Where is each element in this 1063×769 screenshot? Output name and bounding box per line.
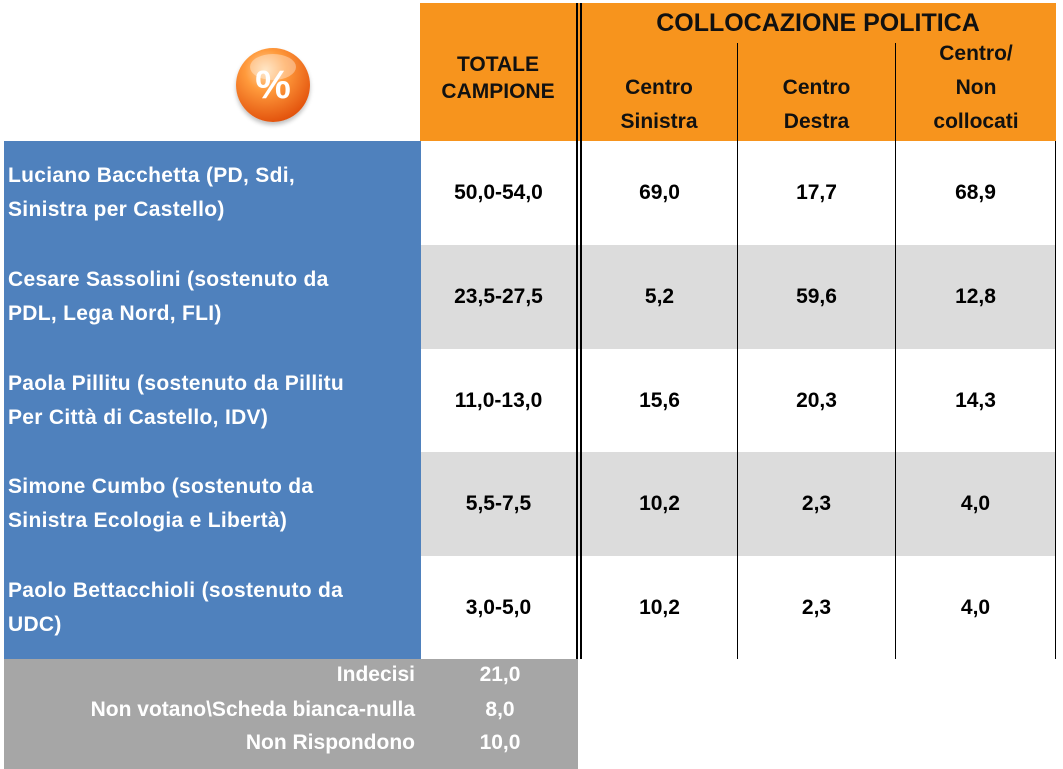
candidate-label-2: Paola Pillitu (sostenuto da Pillitu Per C… <box>8 371 345 429</box>
cell-non-collocati-2: 14,3 <box>955 388 996 412</box>
divider-double-right <box>580 3 582 659</box>
cell-centro-sinistra-2: 15,6 <box>639 388 680 412</box>
cell-centro-sinistra-0: 69,0 <box>639 181 680 204</box>
cell-totale-0: 50,0-54,0 <box>454 181 543 204</box>
row-4-background <box>421 556 1056 659</box>
cell-non-collocati-3: 4,0 <box>960 492 991 515</box>
cell-centro-sinistra-4: 10,2 <box>639 595 680 619</box>
footer-label-non-rispondono: Non Rispondono <box>245 731 415 754</box>
header-col-centro-destra: Centro Destra <box>782 76 851 133</box>
header-totale-line1: TOTALE <box>456 53 540 76</box>
header-totale-campione: TOTALE CAMPIONE <box>420 3 576 141</box>
cell-centro-destra-3: 2,3 <box>801 492 832 515</box>
footer-label-non-votano: Non votano\Scheda bianca-nulla <box>90 698 415 721</box>
header-col-non-collocati: Centro/Non collocati <box>933 42 1019 133</box>
header-col-centro-sinistra: Centro Sinistra <box>620 76 698 133</box>
candidate-label-0: Luciano Bacchetta (PD, Sdi, Sinistra per … <box>8 164 295 221</box>
cell-centro-destra-2: 20,3 <box>796 388 837 412</box>
row-2-background <box>421 349 1056 452</box>
cell-totale-2: 11,0-13,0 <box>454 388 543 412</box>
row-1-background <box>421 245 1056 349</box>
percent-icon: % <box>236 48 310 122</box>
divider-col-3 <box>895 43 896 659</box>
cell-totale-1: 23,5-27,5 <box>454 285 543 308</box>
cell-centro-sinistra-1: 5,2 <box>644 285 675 308</box>
row-0-background <box>421 141 1056 245</box>
row-3-background <box>421 452 1056 556</box>
cell-non-collocati-4: 4,0 <box>960 595 991 619</box>
divider-double-left <box>576 3 578 659</box>
cell-centro-destra-4: 2,3 <box>801 595 832 619</box>
candidate-label-3: Simone Cumbo (sostenuto da Sinistra Ecolo… <box>8 475 314 532</box>
header-blank-area: % <box>0 0 420 140</box>
cell-centro-destra-0: 17,7 <box>796 181 837 204</box>
footer-value-non-rispondono: 10,0 <box>479 731 521 754</box>
footer-background <box>4 659 578 769</box>
footer-value-non-votano: 8,0 <box>485 698 515 721</box>
candidate-label-4: Paolo Bettacchioli (sostenuto da UDC) <box>8 578 344 636</box>
cell-totale-3: 5,5-7,5 <box>465 492 532 515</box>
header-totale-line2: CAMPIONE <box>441 80 555 103</box>
cell-centro-sinistra-3: 10,2 <box>639 492 680 515</box>
cell-centro-destra-1: 59,6 <box>796 285 837 308</box>
footer-label-indecisi: Indecisi <box>336 663 415 686</box>
cell-totale-4: 3,0-5,0 <box>465 595 532 619</box>
candidate-label-1: Cesare Sassolini (sostenuto da PDL, Lega … <box>8 268 329 325</box>
divider-col-2 <box>737 43 738 659</box>
label-column-background <box>4 141 421 659</box>
cell-non-collocati-1: 12,8 <box>955 285 996 308</box>
footer-value-indecisi: 21,0 <box>479 663 521 686</box>
cell-non-collocati-0: 68,9 <box>955 181 996 204</box>
divider-right-edge <box>1055 141 1056 659</box>
header-orange-background <box>420 3 1056 141</box>
header-collocazione-politica: COLLOCAZIONE POLITICA <box>656 8 980 37</box>
